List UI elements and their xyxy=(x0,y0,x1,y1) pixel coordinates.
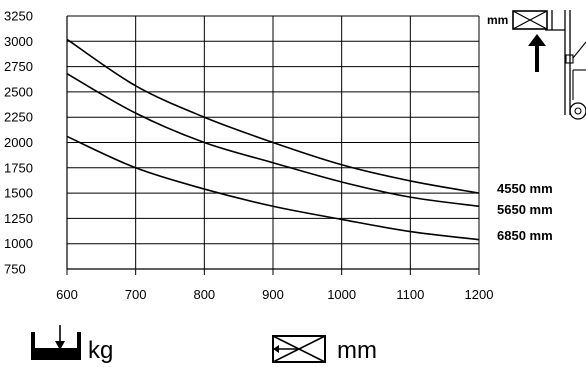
y-tick-label: 3000 xyxy=(4,34,33,49)
x-axis-tick-labels: 600 700 800 900 1000 1100 1200 xyxy=(56,287,493,302)
y-tick-label: 1000 xyxy=(4,236,33,251)
series-label-1: 5650 mm xyxy=(497,202,553,217)
grid xyxy=(66,15,480,275)
series-label-2: 6850 mm xyxy=(497,228,553,243)
x-tick-label: 900 xyxy=(262,287,284,302)
y-tick-label: 2750 xyxy=(4,59,33,74)
x-tick-label: 1000 xyxy=(327,287,356,302)
load-center-icon xyxy=(272,335,326,363)
load-weight-icon xyxy=(31,325,81,360)
y-tick-label: 1500 xyxy=(4,186,33,201)
y-tick-label: 1250 xyxy=(4,211,33,226)
x-tick-label: 700 xyxy=(125,287,147,302)
lift-height-icon: mm xyxy=(487,10,586,120)
x-tick-label: 800 xyxy=(193,287,215,302)
series-line-0 xyxy=(66,38,480,194)
y-tick-label: 2000 xyxy=(4,135,33,150)
series-label-0: 4550 mm xyxy=(497,181,553,196)
x-tick-label: 1200 xyxy=(465,287,494,302)
top-unit-label: mm xyxy=(487,13,508,27)
y-tick-label: 2500 xyxy=(4,84,33,99)
weight-unit-label: kg xyxy=(88,337,113,364)
x-tick-label: 600 xyxy=(56,287,78,302)
y-tick-label: 750 xyxy=(4,262,26,277)
y-axis-tick-labels: 750 1000 1250 1500 1750 2000 2250 2500 2750 3000 3… xyxy=(4,9,33,277)
series-labels: 4550 mm 5650 mm 6850 mm xyxy=(497,181,553,243)
y-tick-label: 2250 xyxy=(4,110,33,125)
series-line-1 xyxy=(66,72,480,208)
y-tick-label: 3250 xyxy=(4,9,33,24)
load-center-unit-label: mm xyxy=(337,337,377,364)
series-lines xyxy=(66,38,480,241)
y-tick-label: 1750 xyxy=(4,160,33,175)
series-line-2 xyxy=(66,135,480,241)
x-tick-label: 1100 xyxy=(396,287,424,302)
